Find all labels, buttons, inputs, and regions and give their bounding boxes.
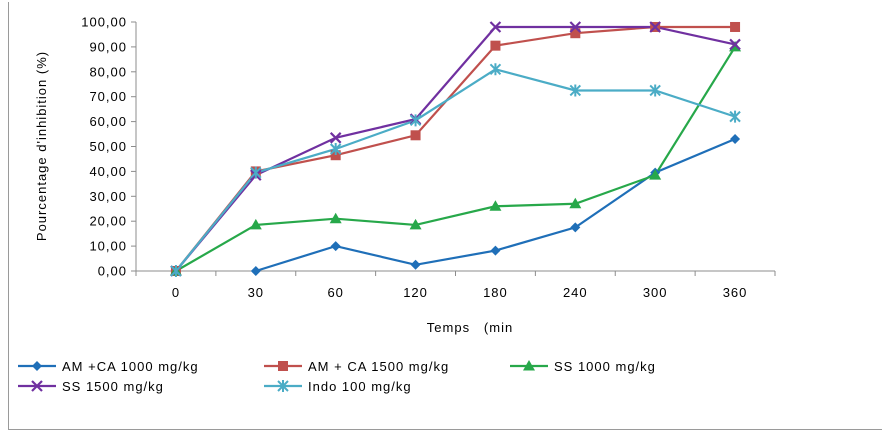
legend-swatch-marker (32, 361, 42, 371)
legend-swatch-marker (278, 361, 288, 371)
y-tick-label: 20,00 (89, 214, 127, 229)
data-point-series-2 (330, 150, 341, 161)
x-tick-label: 30 (248, 285, 264, 300)
legend: AM +CA 1000 mg/kg AM + CA 1500 mg/kg SS 10… (18, 359, 656, 394)
x-tick-label: 300 (643, 285, 668, 300)
series-lines (175, 25, 736, 273)
data-point-series-3 (249, 218, 262, 230)
y-tick-label: 50,00 (89, 139, 127, 154)
y-tick-label: 70,00 (89, 89, 127, 104)
x-tick-label: 360 (723, 285, 748, 300)
data-point-series-1 (490, 245, 501, 256)
data-point-series-4 (569, 21, 582, 33)
y-tick-label: 30,00 (89, 189, 127, 204)
y-axis-title: Pourcentage d'inhibition (%) (34, 51, 49, 241)
data-point-series-1 (250, 266, 261, 276)
data-point-series-2 (570, 28, 581, 39)
y-tick-label: 10,00 (89, 239, 127, 254)
x-axis-title: Temps (min (427, 320, 513, 335)
x-tick-label: 120 (403, 285, 428, 300)
data-point-series-5 (569, 84, 582, 97)
series-line-4 (175, 25, 736, 272)
data-point-series-1 (570, 222, 581, 233)
series-markers (169, 21, 742, 277)
data-point-series-5 (329, 142, 342, 155)
y-tick-group: 0,00 10,00 20,00 30,00 40,00 50,00 60,00 70,00 8… (81, 15, 136, 279)
x-tick-label: 180 (483, 285, 508, 300)
data-point-series-3 (329, 212, 342, 224)
series-line-2 (175, 25, 736, 272)
data-point-series-5 (489, 63, 502, 76)
chart-frame (8, 2, 882, 430)
legend-swatch-marker (523, 360, 535, 371)
data-point-series-5 (729, 110, 741, 123)
data-point-series-3 (649, 169, 662, 180)
legend-swatch-marker (277, 380, 289, 392)
data-point-series-4 (329, 132, 342, 144)
x-tick-label: 240 (563, 285, 588, 300)
data-point-series-4 (649, 21, 661, 33)
legend-entry-4: SS 1500 mg/kg (62, 379, 164, 394)
x-tick-label: 0 (172, 285, 180, 300)
data-point-series-2 (730, 21, 741, 32)
data-point-series-5 (649, 84, 661, 97)
data-point-series-5 (170, 265, 182, 277)
legend-entry-2: AM + CA 1500 mg/kg (308, 359, 449, 374)
data-point-series-4 (489, 21, 502, 33)
data-point-series-4 (729, 38, 741, 51)
data-point-series-1 (410, 259, 421, 270)
data-point-series-5 (409, 114, 422, 127)
y-tick-label: 0,00 (98, 264, 127, 279)
series-line-5 (175, 68, 736, 272)
y-tick-label: 60,00 (89, 114, 127, 129)
data-point-series-2 (410, 130, 421, 141)
series-line-3 (175, 46, 736, 272)
y-tick-label: 80,00 (89, 64, 127, 79)
legend-entry-1: AM +CA 1000 mg/kg (62, 359, 199, 374)
axes (135, 22, 775, 272)
data-point-series-3 (569, 197, 582, 209)
y-tick-label: 90,00 (89, 39, 127, 54)
legend-entry-5: Indo 100 mg/kg (308, 379, 412, 394)
x-tick-label: 60 (327, 285, 343, 300)
x-tick-group: 0 30 60 120 180 240 300 360 (135, 271, 776, 300)
data-point-series-5 (250, 166, 262, 179)
data-point-series-2 (490, 40, 501, 51)
legend-entry-3: SS 1000 mg/kg (554, 359, 656, 374)
data-point-series-3 (489, 200, 502, 211)
data-point-series-3 (409, 218, 422, 230)
y-tick-label: 40,00 (89, 164, 127, 179)
data-point-series-1 (330, 241, 341, 252)
data-point-series-1 (730, 134, 741, 145)
legend-swatch-marker (31, 380, 43, 392)
y-tick-label: 100,00 (81, 15, 127, 30)
